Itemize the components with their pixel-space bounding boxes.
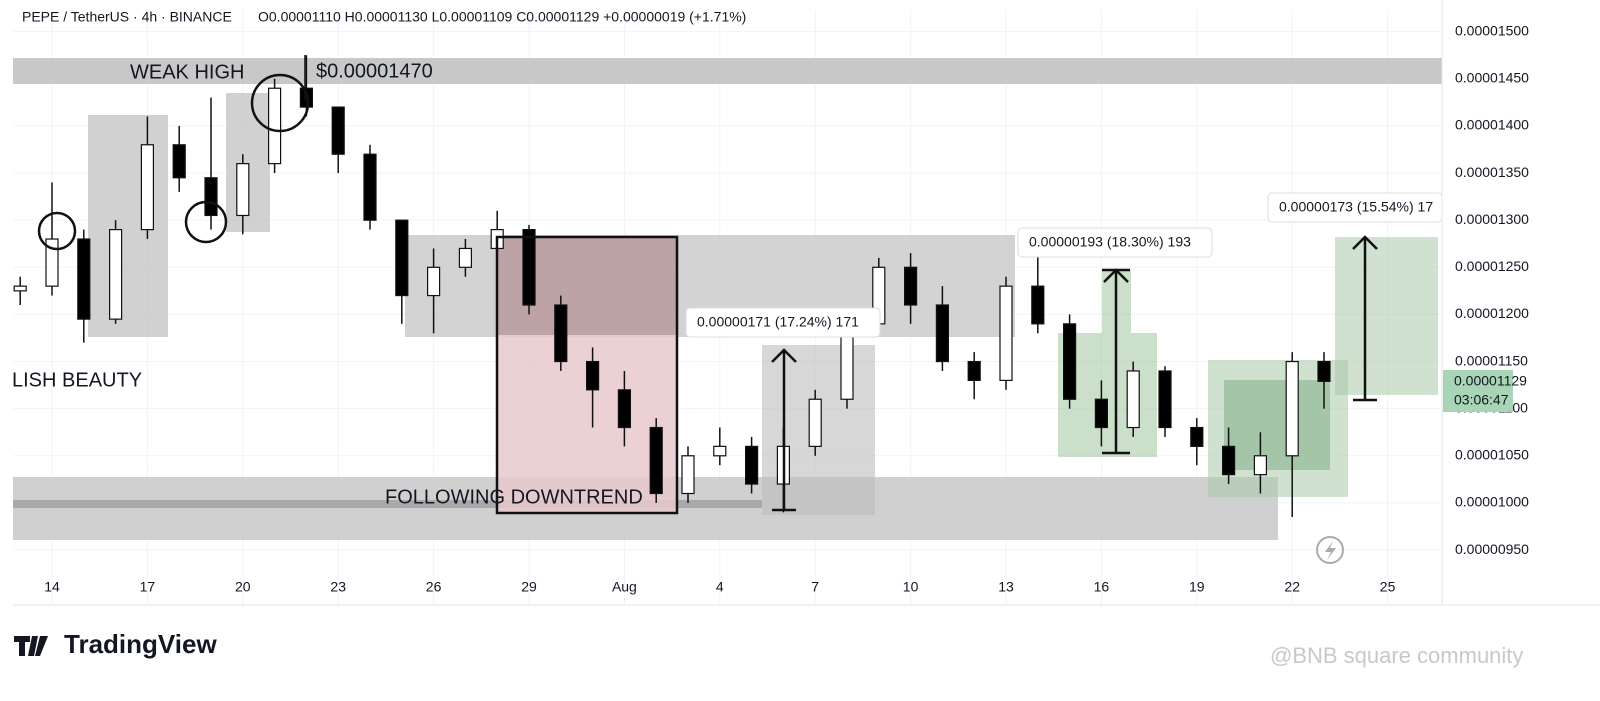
label-box xyxy=(685,307,881,338)
candle-body xyxy=(522,229,536,306)
candle-body xyxy=(935,304,950,363)
y-tick-label: 0.00001000 xyxy=(1455,494,1529,510)
y-tick-label: 0.00001350 xyxy=(1455,164,1529,180)
x-tick-label: 16 xyxy=(1094,579,1110,595)
y-tick-label: 0.00001150 xyxy=(1455,352,1528,368)
zone xyxy=(13,500,762,508)
candle-body xyxy=(236,163,250,217)
x-tick-label: 20 xyxy=(235,579,251,595)
circle xyxy=(250,73,310,133)
candle-body xyxy=(967,360,981,381)
measure-label: 0.00000173 (15.54%) 17 xyxy=(1279,199,1433,215)
y-tick-label: 0.00001250 xyxy=(1455,258,1529,274)
candle-body xyxy=(903,266,918,306)
label-box xyxy=(1017,227,1213,258)
icon[interactable] xyxy=(1316,536,1344,564)
candle-body xyxy=(585,360,600,391)
candles xyxy=(13,55,1331,518)
x-tick-label: 10 xyxy=(903,579,919,595)
x-tick-label: 22 xyxy=(1284,579,1300,595)
candle-body xyxy=(1031,285,1045,325)
measure-label: 0.00000171 (17.24%) 171 xyxy=(697,314,859,330)
drawings xyxy=(37,55,1378,515)
x-tick-label: 25 xyxy=(1380,579,1396,595)
candle-body xyxy=(77,238,91,320)
candle-body xyxy=(744,445,759,485)
candle-body xyxy=(1221,445,1236,476)
candle-body xyxy=(204,177,218,217)
x-tick-label: 14 xyxy=(44,579,60,595)
candle-body xyxy=(140,144,154,231)
x-tick-label: Aug xyxy=(612,579,637,595)
candle-body xyxy=(1317,360,1331,382)
candle-body xyxy=(649,426,663,495)
brand: TradingView xyxy=(64,629,217,659)
candle-body xyxy=(1285,360,1299,457)
y-tick-label: 0.00001200 xyxy=(1455,305,1529,321)
price-label-box xyxy=(1443,370,1513,412)
box-outline xyxy=(495,235,679,515)
annotation: FOLLOWING DOWNTREND xyxy=(385,486,643,508)
y-tick-label: 0.00001450 xyxy=(1455,70,1529,86)
annotation: $0.00001470 xyxy=(316,60,433,82)
last-price: 0.00001129 xyxy=(1454,373,1527,389)
measure-label: 0.00000193 (18.30%) 193 xyxy=(1029,234,1191,250)
candle-body xyxy=(458,247,472,268)
icon xyxy=(1325,541,1336,560)
ohlc-values: O0.00001110 H0.00001130 L0.00001109 C0.0… xyxy=(258,9,746,25)
zone xyxy=(88,115,168,337)
candle-body xyxy=(681,455,695,495)
labels: WEAK HIGH $0.00001470 LISH BEAUTY FOLLOW… xyxy=(12,9,1443,508)
symbol-title: PEPE / TetherUS · 4h · BINANCE xyxy=(22,9,232,25)
circle xyxy=(184,200,228,244)
candle-body xyxy=(713,445,727,457)
y-tick-label: 0.00001300 xyxy=(1455,211,1529,227)
y-tick-label: 0.00001050 xyxy=(1455,447,1529,463)
candle-body xyxy=(331,106,345,155)
x-tick-label: 26 xyxy=(426,579,442,595)
candle-body xyxy=(1190,426,1204,447)
candle-body xyxy=(617,389,632,429)
candle-body xyxy=(363,153,377,221)
candle-body xyxy=(808,398,822,447)
zone xyxy=(1224,380,1330,470)
arrow xyxy=(1352,235,1378,402)
y-tick-label: 0.00001400 xyxy=(1455,117,1529,133)
candle-body xyxy=(395,219,409,297)
x-tick-label: 13 xyxy=(998,579,1014,595)
candle-body xyxy=(554,304,568,363)
watermark: @BNB square community xyxy=(1270,643,1523,668)
circle xyxy=(37,211,77,251)
x-tick-label: 23 xyxy=(330,579,346,595)
candle-body xyxy=(268,87,282,165)
candle-body xyxy=(172,144,186,179)
x-tick-label: 7 xyxy=(811,579,819,595)
zone xyxy=(1335,237,1438,395)
candle-body xyxy=(1158,370,1172,429)
candle-body xyxy=(1094,398,1109,429)
candle-body xyxy=(1126,370,1140,429)
candle-body xyxy=(427,266,441,297)
candle-body xyxy=(45,238,59,287)
zone xyxy=(13,58,1442,84)
x-tick-label: 4 xyxy=(716,579,724,595)
logo-mark xyxy=(14,636,48,656)
candle-body xyxy=(1062,323,1077,400)
y-tick-label: 0.00001500 xyxy=(1455,22,1529,38)
arrow xyxy=(1102,268,1130,455)
annotation: LISH BEAUTY xyxy=(12,369,142,391)
x-tick-label: 17 xyxy=(140,579,156,595)
y-tick-label: 0.00000950 xyxy=(1455,541,1529,557)
candle-body xyxy=(999,285,1013,381)
annotation: WEAK HIGH xyxy=(130,61,244,83)
x-tick-label: 19 xyxy=(1189,579,1205,595)
candle-body xyxy=(108,229,123,320)
arrow xyxy=(771,348,797,512)
countdown: 03:06:47 xyxy=(1454,392,1509,408)
candle-body xyxy=(1253,455,1268,476)
x-tick-label: 29 xyxy=(521,579,537,595)
candle-body xyxy=(13,285,27,292)
